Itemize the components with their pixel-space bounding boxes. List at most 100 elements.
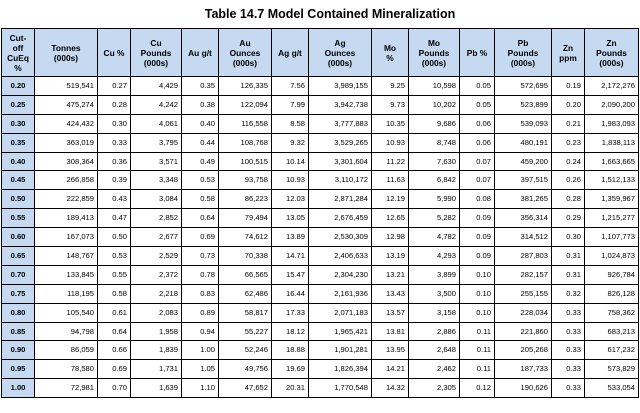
table-cell: 13.89 xyxy=(271,227,309,248)
table-cell: 3,529,265 xyxy=(308,132,372,153)
table-cell: 0.09 xyxy=(459,227,495,248)
table-cell: 205,268 xyxy=(494,340,552,361)
table-cell: 5,282 xyxy=(408,208,460,229)
table-cell: 18.88 xyxy=(271,340,309,361)
table-cell: 9,686 xyxy=(408,113,460,134)
table-cell: 10.93 xyxy=(271,170,309,191)
table-cell: 0.55 xyxy=(97,264,131,285)
table-cell: 0.64 xyxy=(97,321,131,342)
table-cell: 0.33 xyxy=(551,340,585,361)
table-cell: 9.73 xyxy=(371,94,409,115)
table-cell: 12.03 xyxy=(271,189,309,210)
table-row: 0.45 266,858 0.39 3,348 0.53 93,758 10.93 3,110… xyxy=(1,170,639,191)
table-cell: 11.63 xyxy=(371,170,409,191)
table-cell: 287,803 xyxy=(494,246,552,266)
table-cell: 2,305 xyxy=(408,378,460,399)
table-cell: 148,767 xyxy=(34,246,98,266)
table-cell: 14.21 xyxy=(371,359,409,380)
table-cell: 108,768 xyxy=(218,132,272,153)
column-header: Zn Pounds (000s) xyxy=(584,28,639,77)
table-row: 0.50 222,859 0.43 3,084 0.58 86,223 12.03 2,871… xyxy=(1,189,639,210)
table-cell: 2,372 xyxy=(130,264,182,285)
table-cell: 133,845 xyxy=(34,264,98,285)
table-cell: 0.66 xyxy=(97,340,131,361)
column-header: Zn ppm xyxy=(551,28,585,77)
table-cell: 0.11 xyxy=(459,340,495,361)
table-cell: 0.69 xyxy=(181,227,219,248)
table-cell: 126,335 xyxy=(218,76,272,96)
table-cell: 926,784 xyxy=(584,264,639,285)
table-cell: 7.99 xyxy=(271,94,309,115)
table-cell: 0.07 xyxy=(459,170,495,191)
table-cell: 118,195 xyxy=(34,283,98,304)
table-cell: 0.26 xyxy=(551,170,585,191)
table-cell: 0.64 xyxy=(181,208,219,229)
table-cell: 0.09 xyxy=(459,208,495,229)
table-cell: 0.28 xyxy=(97,94,131,115)
table-cell: 459,200 xyxy=(494,151,552,172)
table-cell: 9.32 xyxy=(271,132,309,153)
table-cell: 0.30 xyxy=(97,113,131,134)
table-cell: 4,782 xyxy=(408,227,460,248)
table-cell: 2,529 xyxy=(130,246,182,266)
cutoff-cell: 0.60 xyxy=(1,227,35,248)
table-cell: 1.10 xyxy=(181,378,219,399)
table-cell: 3,500 xyxy=(408,283,460,304)
cutoff-cell: 0.55 xyxy=(1,208,35,229)
table-cell: 2,852 xyxy=(130,208,182,229)
table-cell: 0.05 xyxy=(459,76,495,96)
table-cell: 2,406,633 xyxy=(308,246,372,266)
table-cell: 0.33 xyxy=(551,321,585,342)
table-cell: 13.05 xyxy=(271,208,309,229)
table-cell: 0.33 xyxy=(97,132,131,153)
cutoff-cell: 0.75 xyxy=(1,283,35,304)
column-header: Cu % xyxy=(97,28,131,77)
table-cell: 0.47 xyxy=(97,208,131,229)
table-cell: 105,540 xyxy=(34,302,98,323)
cutoff-cell: 0.30 xyxy=(1,113,35,134)
table-cell: 2,172,276 xyxy=(584,76,639,96)
table-cell: 3,084 xyxy=(130,189,182,210)
table-cell: 0.49 xyxy=(181,151,219,172)
table-cell: 356,314 xyxy=(494,208,552,229)
cutoff-cell: 0.95 xyxy=(1,359,35,380)
cutoff-cell: 0.85 xyxy=(1,321,35,342)
table-cell: 0.07 xyxy=(459,151,495,172)
table-cell: 424,432 xyxy=(34,113,98,134)
table-cell: 100,515 xyxy=(218,151,272,172)
table-row: 0.90 86,059 0.66 1,839 1.00 52,246 18.88 1,901,… xyxy=(1,340,639,361)
table-cell: 572,695 xyxy=(494,76,552,96)
table-cell: 1,838,113 xyxy=(584,132,639,153)
table-cell: 1.00 xyxy=(181,340,219,361)
table-cell: 222,859 xyxy=(34,189,98,210)
table-cell: 4,242 xyxy=(130,94,182,115)
table-cell: 1,731 xyxy=(130,359,182,380)
cutoff-cell: 0.20 xyxy=(1,76,35,96)
table-cell: 20.31 xyxy=(271,378,309,399)
table-cell: 19.69 xyxy=(271,359,309,380)
table-cell: 72,981 xyxy=(34,378,98,399)
table-cell: 266,858 xyxy=(34,170,98,191)
table-cell: 2,530,309 xyxy=(308,227,372,248)
table-cell: 0.09 xyxy=(459,246,495,266)
table-cell: 0.94 xyxy=(181,321,219,342)
table-cell: 2,161,936 xyxy=(308,283,372,304)
table-cell: 6,842 xyxy=(408,170,460,191)
table-cell: 12.65 xyxy=(371,208,409,229)
column-header: Tonnes (000s) xyxy=(34,28,98,77)
table-cell: 0.43 xyxy=(97,189,131,210)
table-body: 0.20 519,541 0.27 4,429 0.35 126,335 7.56 3,989… xyxy=(1,76,639,399)
table-cell: 190,626 xyxy=(494,378,552,399)
table-cell: 58,817 xyxy=(218,302,272,323)
table-cell: 0.21 xyxy=(551,113,585,134)
table-cell: 4,061 xyxy=(130,113,182,134)
table-cell: 86,059 xyxy=(34,340,98,361)
table-cell: 0.24 xyxy=(551,151,585,172)
table-cell: 2,083 xyxy=(130,302,182,323)
table-cell: 14.71 xyxy=(271,246,309,266)
table-cell: 13.21 xyxy=(371,264,409,285)
table-cell: 10.35 xyxy=(371,113,409,134)
table-cell: 0.58 xyxy=(97,283,131,304)
table-cell: 0.29 xyxy=(551,208,585,229)
table-cell: 255,155 xyxy=(494,283,552,304)
